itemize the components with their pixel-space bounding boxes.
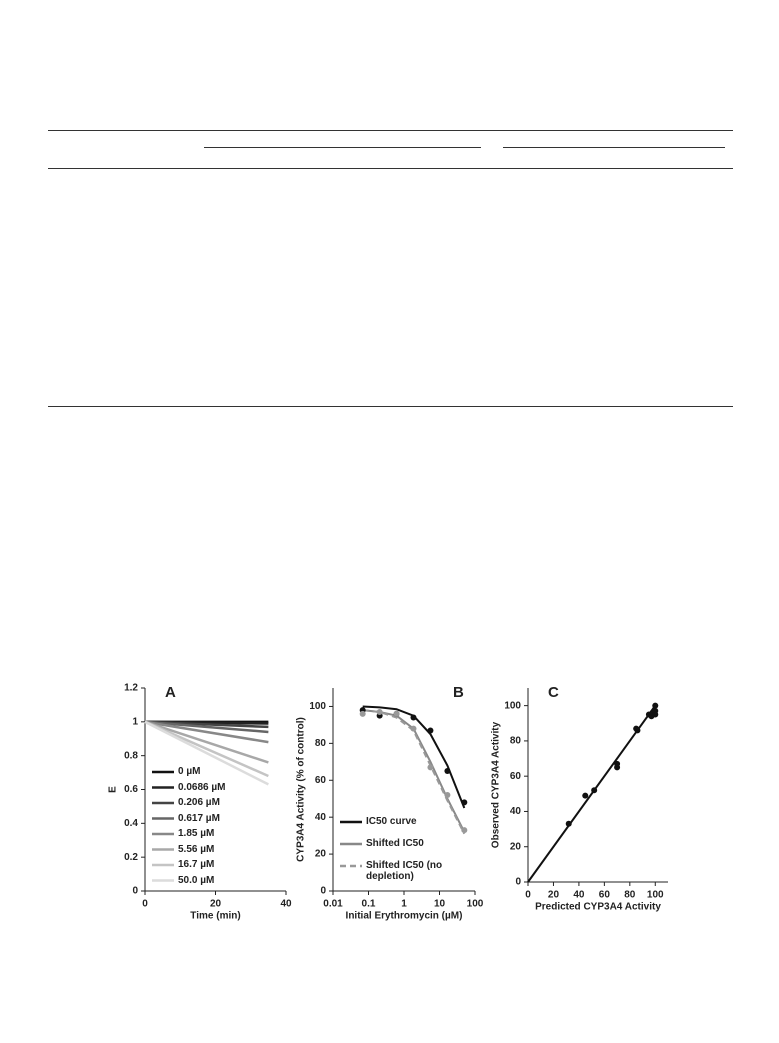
legend-label: 1.85 µM — [178, 828, 215, 839]
panel-label: C — [548, 684, 559, 701]
y-tick-label: 80 — [510, 736, 522, 747]
data-point — [444, 768, 451, 775]
series-line — [144, 720, 269, 734]
y-axis-title: Observed CYP3A4 Activity — [491, 721, 502, 848]
x-tick-label: 100 — [467, 899, 484, 910]
series-line — [144, 720, 269, 744]
x-tick-label: 0 — [525, 890, 531, 901]
x-tick-label: 20 — [548, 890, 560, 901]
legend-entry: 5.56 µM — [178, 843, 215, 855]
legend-label: 0 µM — [178, 766, 201, 777]
data-point — [410, 725, 417, 732]
y-tick-label: 0.4 — [124, 818, 138, 829]
legend-label: 50.0 µM — [178, 874, 215, 886]
data-point — [427, 727, 434, 734]
x-tick-label: 1 — [401, 899, 407, 910]
y-tick-label: 20 — [315, 849, 327, 860]
legend-label: 0.206 µM — [178, 797, 220, 808]
legend-label: Shifted IC50 — [366, 838, 424, 849]
y-tick-label: 0.8 — [124, 750, 138, 761]
series-line — [144, 720, 269, 786]
legend-entry: 50.0 µM — [178, 874, 215, 886]
data-point — [591, 787, 598, 794]
data-point — [582, 792, 589, 799]
legend-label: 16.7 µM — [178, 859, 215, 870]
data-point — [444, 792, 451, 799]
y-tick-label: 80 — [315, 738, 327, 749]
data-point — [376, 708, 383, 715]
panel-label: A — [165, 684, 176, 701]
data-point — [427, 764, 434, 771]
data-point — [461, 827, 468, 834]
data-point — [461, 799, 468, 806]
data-point — [634, 727, 641, 734]
y-tick-label: 0.2 — [124, 852, 138, 863]
legend-entry: Shifted IC50 — [366, 838, 424, 849]
y-tick-label: 0 — [515, 877, 521, 888]
y-tick-label: 0 — [320, 886, 326, 897]
data-point — [393, 710, 400, 717]
y-tick-label: 60 — [315, 775, 327, 786]
legend-label: 0.0686 µM — [178, 781, 226, 793]
y-axis-title: E — [108, 786, 119, 793]
x-axis-title: Predicted CYP3A4 Activity — [535, 902, 661, 913]
legend-entry: 0.617 µM — [178, 812, 220, 824]
x-tick-label: 80 — [624, 890, 636, 901]
x-tick-label: 40 — [573, 890, 585, 901]
x-tick-label: 40 — [280, 899, 292, 910]
y-tick-label: 100 — [309, 701, 326, 712]
data-point — [614, 760, 621, 767]
legend-entry: 1.85 µM — [178, 828, 215, 839]
data-point — [652, 711, 659, 718]
y-tick-label: 100 — [504, 700, 521, 711]
data-point — [652, 702, 659, 709]
legend-entry: 0.0686 µM — [178, 781, 226, 793]
x-tick-label: 10 — [434, 899, 446, 910]
legend-label: 5.56 µM — [178, 843, 215, 855]
x-tick-label: 0.01 — [323, 899, 343, 910]
series-line — [362, 709, 466, 835]
y-tick-label: 0 — [132, 886, 138, 897]
y-tick-label: 0.6 — [124, 784, 138, 795]
legend-entry: 16.7 µM — [178, 859, 215, 870]
x-tick-label: 100 — [647, 890, 664, 901]
x-tick-label: 0.1 — [362, 899, 376, 910]
x-axis-title: Initial Erythromycin (µM) — [346, 911, 463, 922]
x-tick-label: 60 — [599, 890, 611, 901]
legend-entry: IC50 curve — [366, 816, 417, 827]
data-point — [565, 820, 572, 827]
legend-entry: 0 µM — [178, 766, 201, 777]
x-axis-title: Time (min) — [190, 911, 240, 922]
data-point — [410, 714, 417, 721]
y-tick-label: 40 — [315, 812, 327, 823]
legend-label: Shifted IC50 (no depletion) — [366, 860, 443, 882]
legend-entry: 0.206 µM — [178, 797, 220, 808]
y-tick-label: 20 — [510, 841, 522, 852]
data-point — [359, 710, 366, 717]
legend-entry: Shifted IC50 (no depletion) — [366, 860, 443, 882]
panel-label: B — [453, 684, 464, 701]
y-tick-label: 60 — [510, 771, 522, 782]
legend-label: IC50 curve — [366, 816, 417, 827]
x-tick-label: 0 — [142, 899, 148, 910]
series-line — [527, 705, 657, 883]
series-line — [144, 720, 269, 778]
y-tick-label: 40 — [510, 806, 522, 817]
x-tick-label: 20 — [210, 899, 222, 910]
y-tick-label: 1.2 — [124, 683, 138, 694]
y-tick-label: 1 — [132, 716, 138, 727]
y-axis-title: CYP3A4 Activity (% of control) — [296, 717, 307, 862]
series-line — [144, 720, 269, 764]
legend-label: 0.617 µM — [178, 812, 220, 824]
